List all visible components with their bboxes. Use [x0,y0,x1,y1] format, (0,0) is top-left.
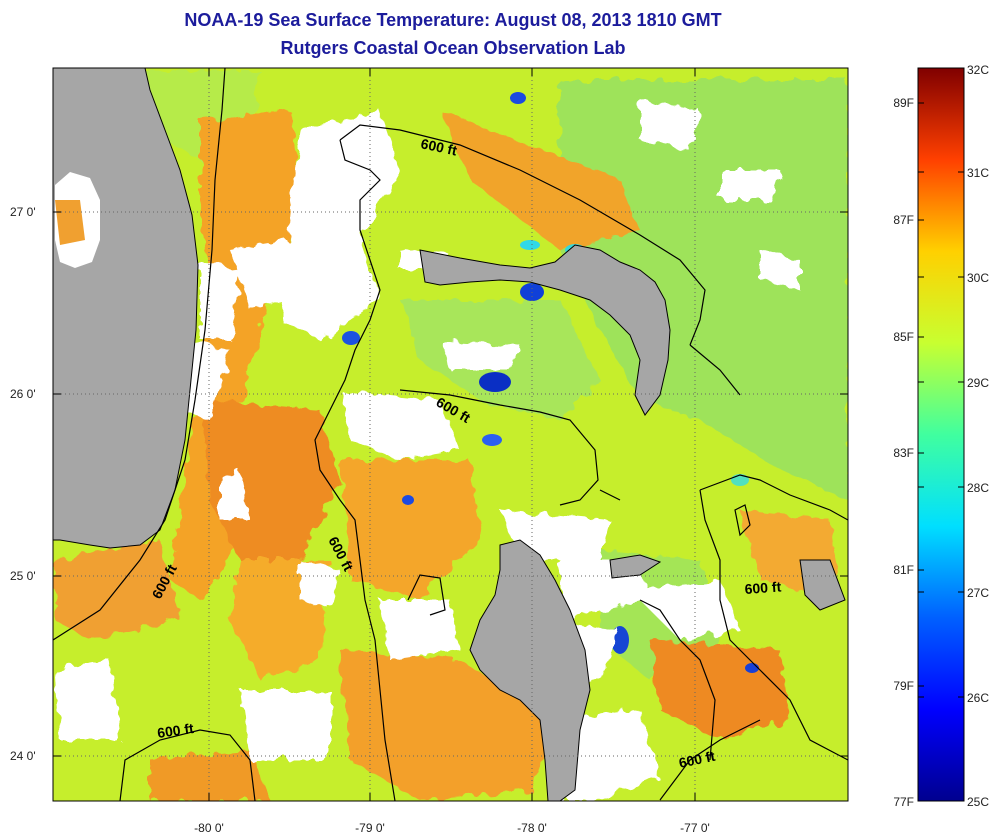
contour-label-600ft: 600 ft [419,135,458,158]
lat-label: 24 0' [10,749,36,763]
contour-label-600ft: 600 ft [677,748,716,771]
nassau-island [609,554,662,579]
temperature-colorbar [917,67,965,802]
map-title: NOAA-19 Sea Surface Temperature: August … [184,10,722,30]
colorbar-celsius-label: 27C [967,586,989,600]
lon-label: -78 0' [517,821,547,835]
colorbar-ticks [918,102,964,698]
colorbar-celsius-label: 32C [967,63,989,77]
colorbar-fahrenheit-label: 83F [893,446,914,460]
sst-green-patches [140,70,848,680]
colorbar-celsius-label: 29C [967,376,989,390]
eleuthera-island [799,559,846,611]
map-area: 600 ft 600 ft 600 ft 600 ft 600 ft 600 f… [53,68,848,801]
map-subtitle: Rutgers Coastal Ocean Observation Lab [280,38,626,58]
lat-label: 25 0' [10,569,36,583]
colorbar-celsius-label: 26C [967,691,989,705]
colorbar-fahrenheit-label: 89F [893,96,914,110]
bathymetry-contours [53,68,848,801]
colorbar-fahrenheit-label: 85F [893,330,914,344]
lon-label: -80 0' [194,821,224,835]
colorbar-fahrenheit-label: 87F [893,213,914,227]
colorbar-celsius-label: 25C [967,795,989,809]
colorbar-celsius-label: 28C [967,481,989,495]
andros-island [469,539,591,801]
map-frame [52,67,849,802]
map-tick-marks [53,68,848,801]
lake-warm-patch [55,200,85,245]
colorbar-celsius-label: 31C [967,166,989,180]
sst-warm-patches [55,110,840,801]
colorbar-fahrenheit-label: 79F [893,679,914,693]
lat-label: 26 0' [10,387,36,401]
graticule [53,68,848,801]
colorbar-fahrenheit-label: 81F [893,563,914,577]
lat-label: 27 0' [10,205,36,219]
colorbar-celsius-label: 30C [967,271,989,285]
grand-bahama-abaco [419,244,671,416]
contour-label-600ft: 600 ft [744,578,782,597]
lon-label: -79 0' [355,821,385,835]
colorbar-fahrenheit-label: 77F [893,795,914,809]
contour-label-600ft: 600 ft [156,720,195,741]
lon-label: -77 0' [680,821,710,835]
